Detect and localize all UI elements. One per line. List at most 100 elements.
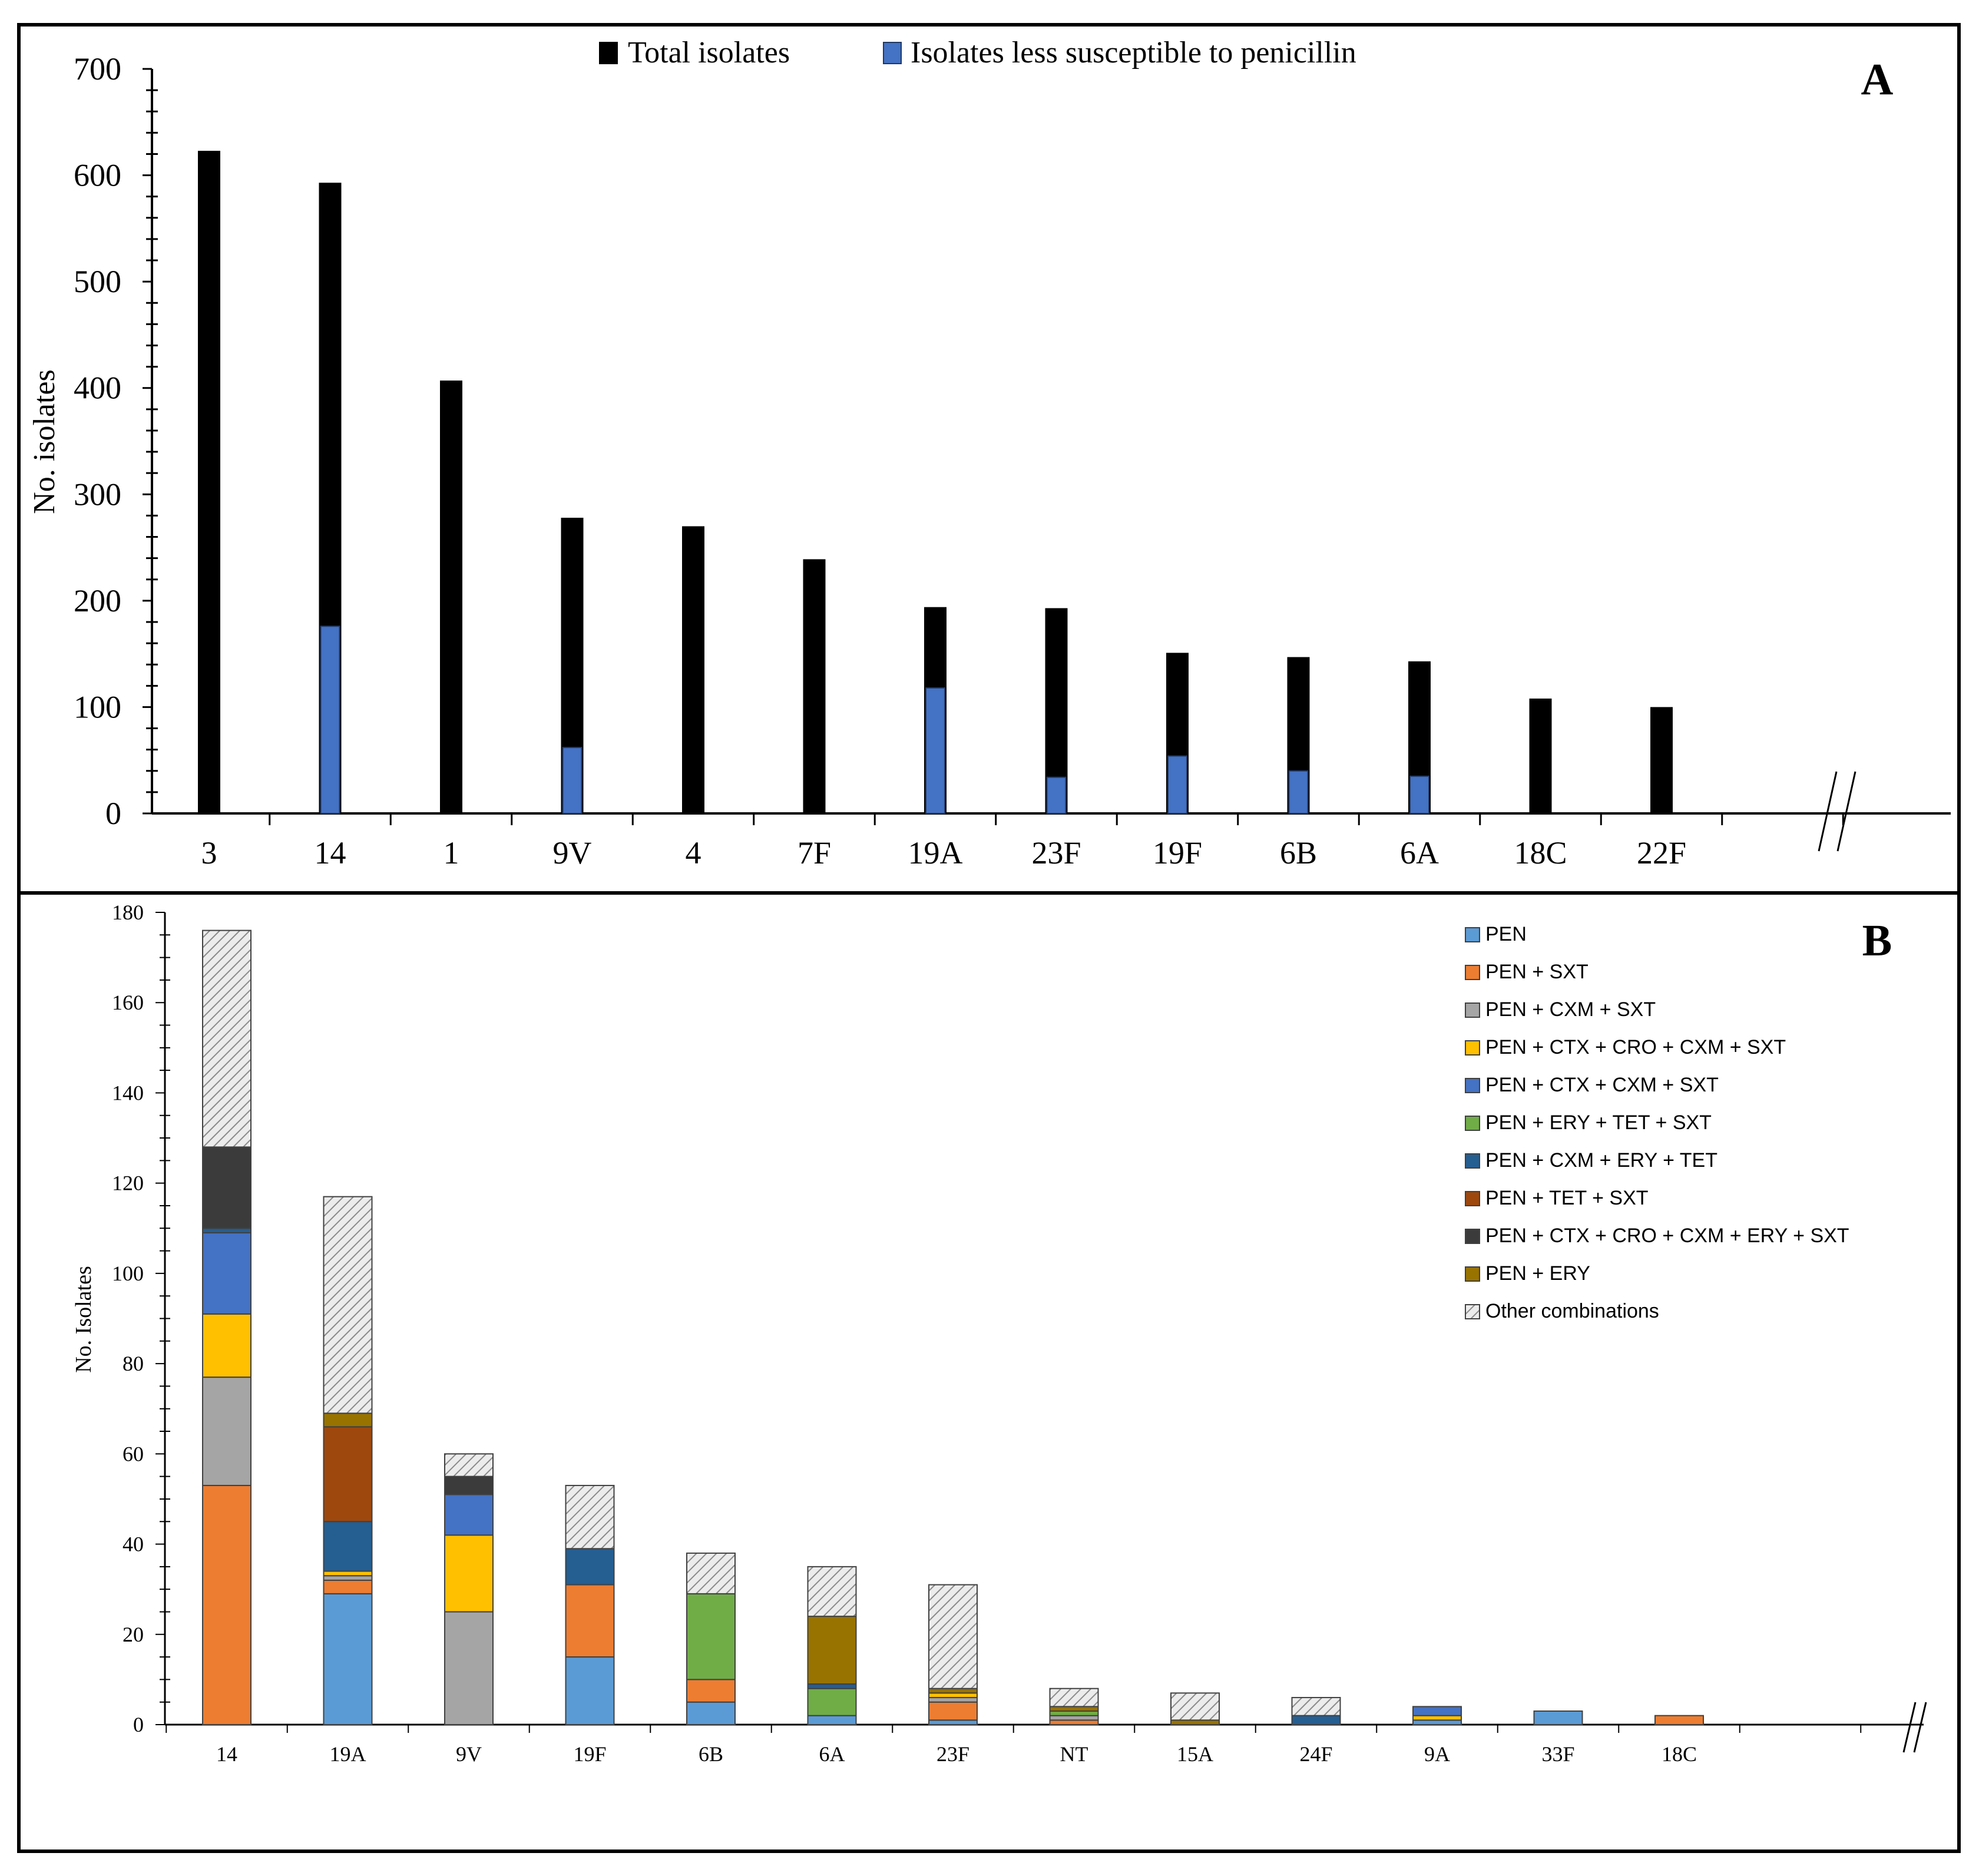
panel-b-legend-swatch bbox=[1465, 927, 1480, 942]
panel-b-bar-segment bbox=[807, 1715, 857, 1725]
panel-a-x-tick-label: 19A bbox=[908, 835, 963, 871]
panel-b-bar-segment bbox=[323, 1579, 373, 1594]
panel-a-x-tick-label: 23F bbox=[1031, 835, 1081, 871]
panel-b-bar-segment bbox=[686, 1679, 736, 1703]
panel-b-x-tick-label: 9V bbox=[456, 1742, 482, 1766]
panel-b-bar-segment bbox=[807, 1566, 857, 1617]
panel-b-bar-segment bbox=[807, 1616, 857, 1685]
panel-b-legend-swatch bbox=[1465, 1153, 1480, 1169]
panel-b-bar-segment bbox=[807, 1688, 857, 1716]
panel-b-bar-segment bbox=[1049, 1688, 1099, 1708]
panel-b-frame bbox=[17, 891, 1961, 1853]
panel-b-bar-segment bbox=[444, 1453, 494, 1477]
panel-a-legend-swatch-penicillin bbox=[883, 42, 902, 64]
panel-b-legend-label: Other combinations bbox=[1485, 1300, 1659, 1322]
panel-b-bar-segment bbox=[686, 1593, 736, 1680]
panel-b-legend-label: PEN + CTX + CRO + CXM + SXT bbox=[1485, 1036, 1786, 1058]
panel-b-y-tick-label: 180 bbox=[112, 901, 144, 924]
panel-b-bar-segment bbox=[1049, 1715, 1099, 1721]
panel-b-y-axis-label: No. Isolates bbox=[71, 1266, 96, 1373]
panel-a-legend-label-penicillin: Isolates less susceptible to penicillin bbox=[911, 36, 1356, 70]
panel-b-axis-break-mark bbox=[1902, 1702, 1917, 1753]
panel-a-x-tick-label: 6A bbox=[1400, 835, 1439, 871]
panel-b-bar-segment bbox=[444, 1611, 494, 1725]
panel-b-legend-swatch bbox=[1465, 1191, 1480, 1206]
panel-b-x-tick-label: 6B bbox=[699, 1742, 723, 1766]
panel-b-x-tick-label: 15A bbox=[1177, 1742, 1213, 1766]
panel-b-x-tick-label: 24F bbox=[1299, 1742, 1332, 1766]
panel-b-x-tick-label: 6A bbox=[819, 1742, 845, 1766]
panel-b-y-tick-label: 100 bbox=[112, 1262, 144, 1285]
panel-a-bar-penicillin bbox=[1046, 776, 1067, 814]
panel-a-y-tick-label: 100 bbox=[74, 689, 121, 724]
panel-b-bar-segment bbox=[928, 1719, 978, 1725]
panel-a-x-tick-label: 18C bbox=[1514, 835, 1567, 871]
panel-b-legend-swatch bbox=[1465, 1304, 1480, 1319]
panel-b-bar-segment bbox=[565, 1484, 615, 1550]
panel-b-bar-segment bbox=[565, 1548, 615, 1586]
panel-a-x-tick-label: 22F bbox=[1637, 835, 1686, 871]
panel-b-legend-label: PEN + TET + SXT bbox=[1485, 1187, 1649, 1209]
panel-a-bar-penicillin bbox=[1288, 770, 1309, 815]
panel-b-bar-segment bbox=[202, 1232, 251, 1315]
panel-b-x-tick-label: 19A bbox=[330, 1742, 366, 1766]
panel-a-y-tick-label: 400 bbox=[74, 370, 121, 406]
panel-b-bar-segment bbox=[444, 1534, 494, 1613]
panel-b-legend-swatch bbox=[1465, 1078, 1480, 1093]
panel-a-bar-penicillin bbox=[1167, 755, 1187, 815]
panel-a-x-tick-label: 3 bbox=[201, 835, 217, 871]
panel-b-axis-break-mark bbox=[1913, 1702, 1927, 1753]
panel-b-bar-segment bbox=[202, 1227, 251, 1233]
panel-b-legend-swatch bbox=[1465, 1266, 1480, 1282]
panel-a-y-tick-label: 500 bbox=[74, 264, 121, 299]
panel-a-x-tick-label: 9V bbox=[553, 835, 592, 871]
panel-b-bar-segment bbox=[444, 1475, 494, 1495]
panel-b-bar-segment bbox=[928, 1697, 978, 1703]
panel-b-bar-segment bbox=[202, 1146, 251, 1229]
panel-b-legend-label: PEN + SXT bbox=[1485, 961, 1589, 983]
panel-a-x-tick-label: 14 bbox=[315, 835, 346, 871]
panel-b-bar-segment bbox=[1291, 1715, 1341, 1725]
panel-b-bar-segment bbox=[1533, 1710, 1583, 1725]
panel-b-bar-segment bbox=[1412, 1719, 1462, 1725]
panel-b-bar-segment bbox=[928, 1584, 978, 1689]
panel-a-bar-penicillin bbox=[320, 626, 340, 815]
panel-b-legend-label: PEN + CTX + CXM + SXT bbox=[1485, 1074, 1719, 1096]
panel-b-bar-segment bbox=[444, 1494, 494, 1536]
panel-a-x-tick-label: 19F bbox=[1153, 835, 1202, 871]
panel-b-legend-label: PEN + ERY + TET + SXT bbox=[1485, 1111, 1712, 1134]
panel-b-bar-segment bbox=[1049, 1706, 1099, 1712]
panel-b-bar-segment bbox=[1654, 1715, 1704, 1725]
panel-b-chart: 0 20 40 60 80 100 120 140 160 180 14 19A 9V 19F 6B 6A 23… bbox=[71, 901, 1927, 1766]
panel-b-bar-segment bbox=[323, 1521, 373, 1572]
panel-b-bar-segment bbox=[1049, 1719, 1099, 1725]
panel-a-bar-penicillin bbox=[562, 747, 583, 814]
panel-b-bar-segment bbox=[928, 1701, 978, 1721]
panel-a-y-tick-label: 0 bbox=[105, 796, 121, 831]
panel-b-y-tick-label: 20 bbox=[123, 1623, 144, 1646]
panel-b-bar-segment bbox=[565, 1656, 615, 1725]
panel-b-x-tick-label: 23F bbox=[936, 1742, 969, 1766]
panel-b-bar-segment bbox=[323, 1575, 373, 1581]
panel-b-bar-segment bbox=[807, 1683, 857, 1689]
panel-b-bar-segment bbox=[202, 1484, 251, 1726]
panel-b-bar-segment bbox=[323, 1593, 373, 1726]
panel-b-bar-segment bbox=[202, 929, 251, 1148]
panel-b-bar-segment bbox=[928, 1692, 978, 1699]
panel-a-bar-total bbox=[803, 559, 826, 813]
panel-b-y-tick-label: 120 bbox=[112, 1172, 144, 1195]
panel-a-y-tick-label: 600 bbox=[74, 158, 121, 193]
panel-b-legend-label: PEN + CTX + CRO + CXM + ERY + SXT bbox=[1485, 1225, 1849, 1247]
panel-b-legend-swatch bbox=[1465, 1116, 1480, 1131]
panel-a-x-tick-label: 7F bbox=[797, 835, 831, 871]
panel-b-label: B bbox=[1862, 916, 1892, 965]
panel-a-bar-total bbox=[440, 381, 462, 813]
panel-b-bar-segment bbox=[1291, 1697, 1341, 1716]
panel-b-bar-segment bbox=[323, 1196, 373, 1414]
panel-b-x-tick-label: NT bbox=[1060, 1742, 1088, 1766]
panel-b-legend-label: PEN + CXM + ERY + TET bbox=[1485, 1149, 1717, 1172]
panel-b-y-tick-label: 40 bbox=[123, 1533, 144, 1556]
panel-b-bar-segment bbox=[202, 1313, 251, 1378]
